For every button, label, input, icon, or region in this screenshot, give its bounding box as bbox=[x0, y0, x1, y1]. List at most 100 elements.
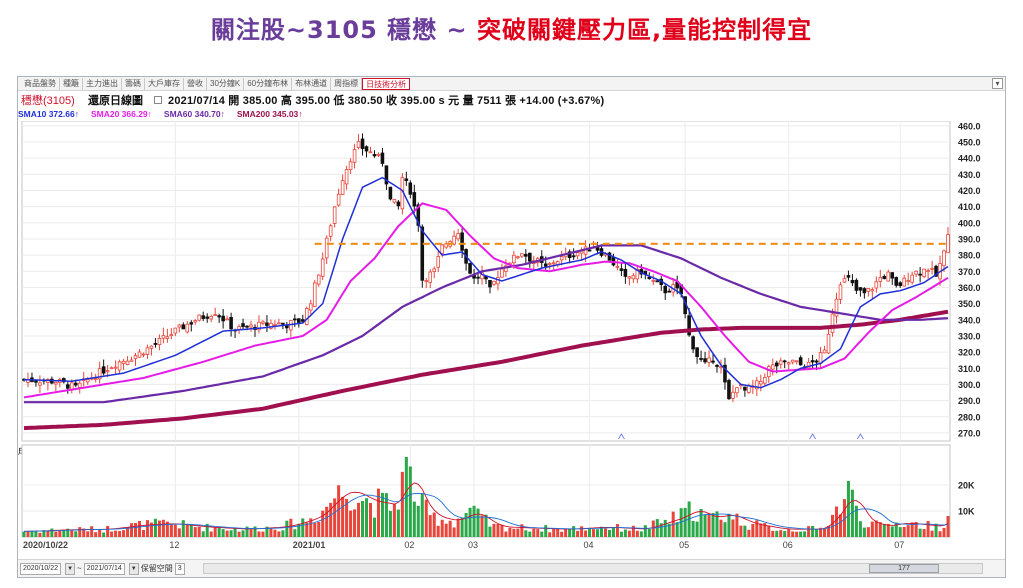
tab-1[interactable]: 種籬 bbox=[60, 77, 83, 90]
volume-bar bbox=[396, 509, 400, 537]
volume-bar bbox=[691, 520, 695, 537]
candle-body bbox=[822, 349, 827, 354]
candle-body bbox=[77, 382, 82, 388]
candle-body bbox=[647, 276, 652, 280]
volume-bar bbox=[834, 506, 839, 537]
volume-bar bbox=[763, 523, 767, 537]
volume-bar bbox=[520, 524, 524, 537]
tab-2[interactable]: 主力進出 bbox=[83, 77, 122, 90]
volume-bar bbox=[639, 531, 643, 537]
volume-bar bbox=[663, 519, 667, 537]
volume-bar bbox=[305, 522, 309, 537]
end-date-dropdown-icon[interactable]: ▼ bbox=[128, 562, 139, 575]
volume-bar bbox=[942, 527, 946, 537]
candle-body bbox=[910, 274, 914, 283]
settings-icon[interactable] bbox=[154, 96, 162, 104]
volume-bar bbox=[759, 523, 763, 537]
candle-body bbox=[894, 277, 899, 286]
volume-bar bbox=[400, 471, 404, 537]
volume-bar bbox=[902, 526, 906, 537]
tab-8[interactable]: 布林通道 bbox=[292, 77, 332, 90]
volume-bar bbox=[751, 523, 755, 537]
candle-body bbox=[177, 324, 182, 328]
candle-body bbox=[241, 323, 245, 327]
tab-10[interactable]: 日技術分析 bbox=[362, 77, 411, 90]
panel-close-button[interactable]: ▾ bbox=[992, 78, 1003, 89]
volume-bar bbox=[205, 523, 209, 537]
candle-body bbox=[340, 180, 345, 195]
price-tick-label: 320.0 bbox=[958, 348, 981, 358]
candle-body bbox=[249, 324, 253, 328]
x-axis-label: 02 bbox=[404, 540, 414, 550]
volume-bar bbox=[667, 523, 671, 537]
price-tick-label: 310.0 bbox=[958, 364, 981, 374]
candle-body bbox=[269, 322, 273, 329]
volume-tick-label: 10K bbox=[958, 507, 975, 517]
keep-space-field[interactable]: 3 bbox=[174, 562, 185, 575]
range-separator: ~ bbox=[77, 564, 82, 573]
volume-bar bbox=[189, 524, 193, 537]
tab-3[interactable]: 籌碼 bbox=[122, 77, 145, 90]
start-date-dropdown-icon[interactable]: ▼ bbox=[65, 562, 76, 575]
candle-body bbox=[635, 268, 640, 280]
candle-body bbox=[38, 382, 42, 386]
scroll-thumb[interactable]: 177 bbox=[869, 564, 939, 573]
volume-bar bbox=[317, 521, 321, 537]
time-scrollbar[interactable]: 177 bbox=[203, 563, 983, 574]
volume-bar bbox=[926, 520, 930, 537]
candle-body bbox=[886, 271, 891, 282]
price-tick-label: 370.0 bbox=[958, 267, 981, 277]
x-axis-label: 12 bbox=[169, 540, 179, 550]
candle-body bbox=[524, 253, 528, 257]
candle-body bbox=[667, 290, 672, 293]
volume-bar bbox=[341, 496, 345, 537]
candle-body bbox=[663, 285, 668, 294]
volume-bar bbox=[384, 493, 388, 537]
end-date-field[interactable]: 2021/07/14 bbox=[83, 562, 125, 575]
volume-bar bbox=[285, 520, 289, 537]
volume-bar bbox=[623, 529, 627, 537]
tab-9[interactable]: 周指標 bbox=[331, 77, 363, 90]
start-date-field[interactable]: 2020/10/22 bbox=[20, 562, 62, 575]
volume-bar bbox=[878, 522, 882, 537]
volume-bar bbox=[325, 506, 329, 537]
tab-7[interactable]: 60分鐘布林 bbox=[244, 77, 293, 90]
volume-bar bbox=[544, 525, 548, 537]
candle-body bbox=[547, 263, 552, 265]
candle-body bbox=[691, 336, 695, 350]
volume-bar bbox=[476, 508, 480, 537]
volume-bar bbox=[337, 485, 341, 537]
price-tick-label: 440.0 bbox=[958, 154, 981, 164]
candle-body bbox=[221, 315, 225, 322]
tab-6[interactable]: 30分鐘K bbox=[207, 77, 245, 90]
candle-body bbox=[173, 327, 178, 334]
volume-bar bbox=[568, 528, 572, 537]
candle-body bbox=[774, 362, 779, 367]
volume-bar bbox=[368, 502, 373, 537]
price-tick-label: 280.0 bbox=[958, 412, 981, 422]
volume-bar bbox=[408, 466, 412, 537]
candle-body bbox=[121, 360, 126, 364]
candle-body bbox=[870, 289, 875, 292]
volume-bar bbox=[245, 526, 249, 537]
volume-bar bbox=[221, 529, 225, 537]
candle-body bbox=[388, 186, 393, 200]
candle-body bbox=[946, 234, 950, 254]
candle-body bbox=[687, 315, 691, 336]
candle-body bbox=[456, 233, 460, 240]
volume-bar bbox=[779, 530, 783, 537]
candle-body bbox=[619, 268, 624, 271]
tab-5[interactable]: 營收 bbox=[184, 77, 207, 90]
candle-body bbox=[715, 364, 719, 367]
tab-4[interactable]: 大戶庫存 bbox=[145, 77, 184, 90]
volume-bar bbox=[141, 529, 145, 537]
volume-bar bbox=[783, 531, 787, 537]
candle-body bbox=[245, 325, 249, 328]
ma_legend-item: SMA10 372.66↑ bbox=[18, 109, 79, 119]
candle-body bbox=[942, 250, 946, 267]
chart-mode[interactable]: 還原日線圖 bbox=[88, 95, 143, 107]
volume-bar bbox=[846, 480, 850, 537]
stock-name[interactable]: 穩懋(3105) bbox=[21, 95, 75, 107]
tab-0[interactable]: 商品盤勢 bbox=[21, 77, 60, 90]
volume-bar bbox=[472, 505, 476, 537]
